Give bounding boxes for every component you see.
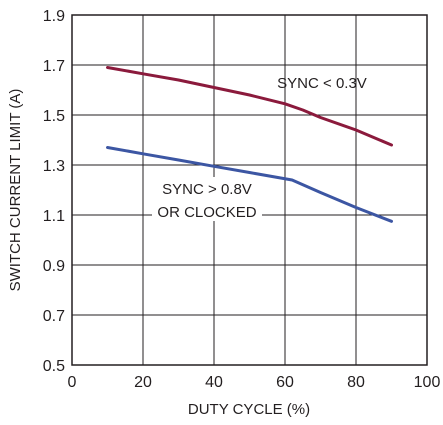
grid <box>72 15 427 365</box>
y-tick-label: 1.7 <box>43 58 65 75</box>
x-tick-label: 100 <box>414 374 441 391</box>
y-tick-label: 1.3 <box>43 158 65 175</box>
y-axis-title: SWITCH CURRENT LIMIT (A) <box>7 89 24 292</box>
annotation-sync-low: SYNC < 0.3V <box>277 75 367 92</box>
annotation-sync-high-line2: OR CLOCKED <box>157 204 256 221</box>
series-lines <box>106 66 393 223</box>
y-tick-label: 0.9 <box>43 258 65 275</box>
y-tick-label: 1.9 <box>43 8 65 25</box>
y-tick-label: 1.1 <box>43 208 65 225</box>
annotation-sync-high-mask <box>152 177 262 221</box>
plot-frame <box>71 14 428 366</box>
annotation-sync-high-line1: SYNC > 0.8V <box>162 181 252 198</box>
y-tick-label: 0.7 <box>43 308 65 325</box>
y-tick-label: 0.5 <box>43 358 65 375</box>
series-line-sync-high <box>106 146 393 223</box>
y-tick-label: 1.5 <box>43 108 65 125</box>
x-axis-title: DUTY CYCLE (%) <box>188 401 310 418</box>
series-line-sync-low <box>106 66 393 147</box>
x-tick-label: 0 <box>68 374 77 391</box>
x-tick-label: 80 <box>347 374 365 391</box>
x-tick-label: 60 <box>276 374 294 391</box>
tick-labels: 0 20 40 60 80 100 0.5 0.7 0.9 1.1 1.3 1.5 1.7 1.9 <box>43 8 441 391</box>
annotations: SYNC < 0.3V SYNC > 0.8V OR CLOCKED <box>152 75 367 221</box>
x-tick-label: 40 <box>205 374 223 391</box>
x-tick-label: 20 <box>134 374 152 391</box>
